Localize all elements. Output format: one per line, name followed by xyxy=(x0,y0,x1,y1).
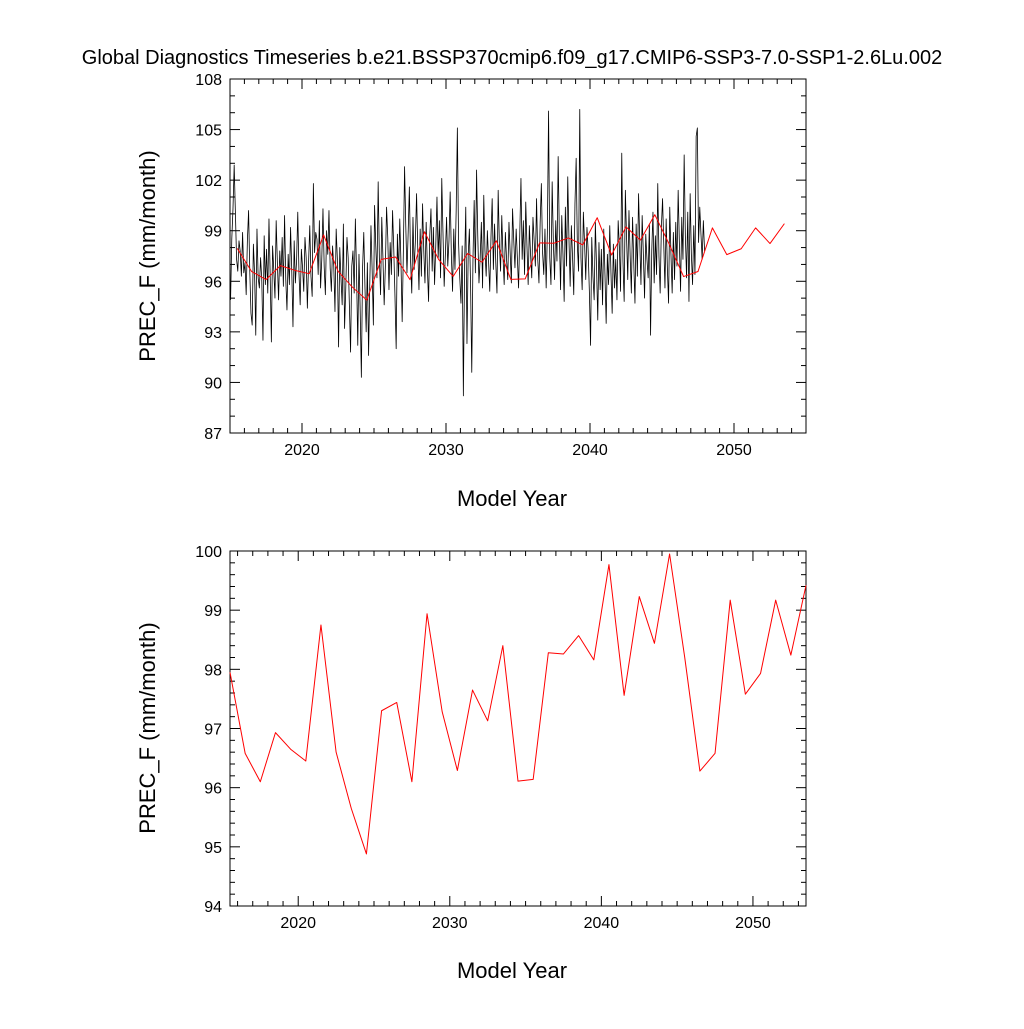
x-tick-label: 2040 xyxy=(572,442,608,459)
ticks-top: 2020 2030 2040 2050 87 90 93 96 99 102 105 108 xyxy=(195,72,807,459)
x-tick-label: 2020 xyxy=(280,915,316,932)
y-tick-label: 97 xyxy=(204,722,222,739)
y-tick-label: 108 xyxy=(195,72,222,89)
series-line-monthly xyxy=(230,108,705,397)
y-tick-label: 105 xyxy=(195,123,222,140)
x-tick-label: 2050 xyxy=(735,915,771,932)
x-tick-label: 2040 xyxy=(584,915,620,932)
series-bottom xyxy=(229,553,807,855)
y-tick-label: 93 xyxy=(204,325,222,342)
panel-top-monthly-and-annual: 2020 2030 2040 2050 87 90 93 96 99 102 105 108 PREC… xyxy=(135,72,807,511)
x-tick-label: 2030 xyxy=(428,442,464,459)
x-tick-label: 2030 xyxy=(432,915,468,932)
figure-title: Global Diagnostics Timeseries b.e21.BSSP… xyxy=(82,47,942,69)
plot-frame-bottom xyxy=(229,550,807,907)
y-tick-label: 98 xyxy=(204,662,222,679)
x-axis-title-top: Model Year xyxy=(457,486,567,511)
y-tick-label: 102 xyxy=(195,173,222,190)
y-axis-title-bottom: PREC_F (mm/month) xyxy=(135,622,160,833)
series-line-annual-mean xyxy=(229,553,807,855)
y-tick-label: 90 xyxy=(204,375,222,392)
y-tick-label: 99 xyxy=(204,603,222,620)
panel-bottom-annual: 2020 2030 2040 2050 94 95 96 97 98 99 100 PREC_F (… xyxy=(135,544,807,983)
series-top xyxy=(230,108,785,397)
y-tick-label: 96 xyxy=(204,274,222,291)
plot-frame-top xyxy=(229,78,807,434)
y-tick-label: 94 xyxy=(204,899,222,916)
y-axis-title-top: PREC_F (mm/month) xyxy=(135,150,160,361)
x-tick-label: 2050 xyxy=(716,442,752,459)
y-tick-label: 99 xyxy=(204,224,222,241)
y-tick-label: 87 xyxy=(204,426,222,443)
ticks-bottom: 2020 2030 2040 2050 94 95 96 97 98 99 100 xyxy=(195,544,806,932)
series-line-annual-mean xyxy=(236,214,785,301)
x-tick-label: 2020 xyxy=(284,442,320,459)
x-axis-title-bottom: Model Year xyxy=(457,958,567,983)
y-tick-label: 96 xyxy=(204,781,222,798)
y-tick-label: 95 xyxy=(204,840,222,857)
y-tick-label: 100 xyxy=(195,544,222,561)
